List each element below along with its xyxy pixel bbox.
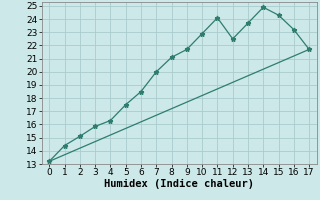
X-axis label: Humidex (Indice chaleur): Humidex (Indice chaleur) — [104, 179, 254, 189]
